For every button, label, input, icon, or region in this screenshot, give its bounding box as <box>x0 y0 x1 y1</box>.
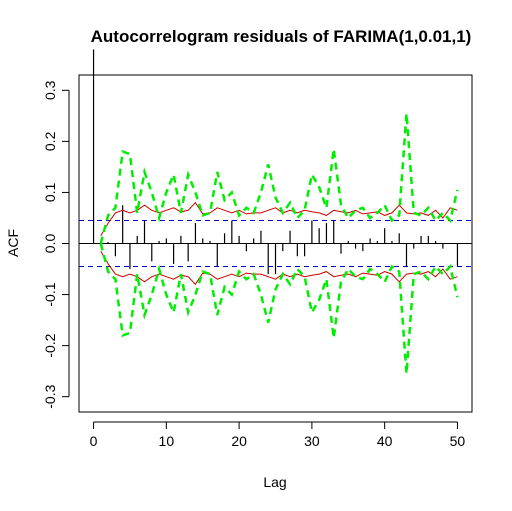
y-tick-label: 0.0 <box>42 234 58 254</box>
x-tick-label: 10 <box>159 433 175 449</box>
x-axis-label: Lag <box>263 474 286 490</box>
x-tick-label: 0 <box>90 433 98 449</box>
x-tick-label: 50 <box>450 433 466 449</box>
chart-title: Autocorrelogram residuals of FARIMA(1,0.… <box>91 27 472 46</box>
chart-axes: 0 10 20 30 40 50 -0.3 -0.2 -0.1 0.0 0.1 0.2 0.3 <box>42 80 465 449</box>
y-tick-label: 0.2 <box>42 131 58 151</box>
y-tick-label: 0.3 <box>42 80 58 100</box>
red-upper-bound <box>100 201 458 237</box>
x-tick-label: 30 <box>304 433 320 449</box>
chart-marks <box>79 49 472 374</box>
y-tick-label: -0.3 <box>42 384 58 408</box>
green-upper-bound <box>99 113 459 244</box>
y-tick-label: -0.2 <box>42 333 58 357</box>
red-lower-bound <box>100 250 458 286</box>
green-lower-bound <box>99 243 459 374</box>
x-tick-label: 40 <box>377 433 393 449</box>
y-tick-label: 0.1 <box>42 182 58 202</box>
y-tick-label: -0.1 <box>42 282 58 306</box>
y-axis-label: ACF <box>5 229 21 257</box>
x-tick-label: 20 <box>231 433 247 449</box>
